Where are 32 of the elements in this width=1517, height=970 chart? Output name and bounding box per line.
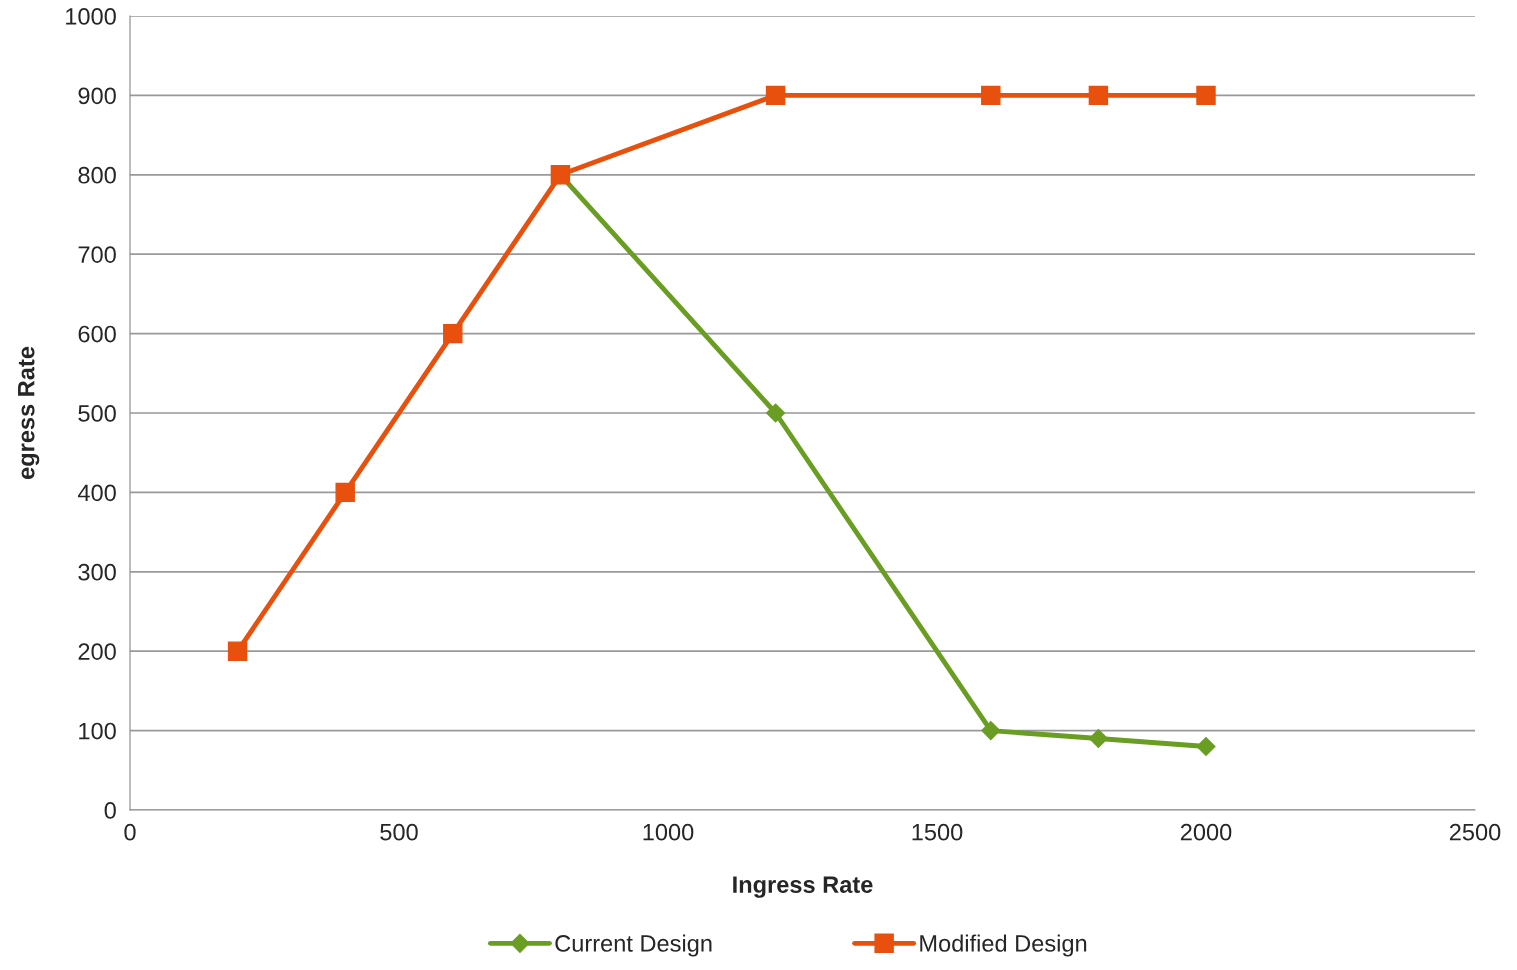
- point: [981, 721, 1001, 741]
- y-axis-title: egress Rate: [18, 346, 40, 480]
- legend-label: Modified Design: [920, 934, 1087, 957]
- point: [1088, 729, 1108, 749]
- point: [981, 85, 1001, 106]
- y-tick-label: 700: [78, 246, 116, 263]
- y-tick-label: 0: [104, 802, 116, 819]
- y-tick-label: 100: [79, 722, 116, 740]
- y-tick-label: 500: [78, 405, 116, 422]
- x-tick-label: 2500: [1449, 823, 1501, 841]
- y-tick-label: 400: [77, 484, 116, 502]
- point: [227, 641, 248, 661]
- y-tick-label: 800: [78, 166, 116, 184]
- point: [335, 482, 355, 503]
- x-axis-title: Ingress Rate: [733, 876, 873, 898]
- point: [1088, 85, 1109, 106]
- point: [766, 403, 786, 423]
- x-tick-label: 1500: [912, 823, 963, 841]
- point: [1196, 736, 1216, 757]
- x-tick-label: 500: [380, 823, 418, 841]
- x-tick-label: 2000: [1180, 823, 1232, 841]
- y-tick-label: 300: [78, 563, 116, 581]
- point: [1196, 85, 1216, 106]
- legend-label: Current Design: [555, 934, 712, 957]
- x-tick-label: 0: [124, 823, 136, 841]
- y-tick-label: 200: [78, 643, 116, 660]
- y-tick-label: 1000: [66, 8, 116, 25]
- y-tick-label: 900: [78, 87, 116, 105]
- y-tick-label: 600: [78, 325, 116, 343]
- x-tick-label: 1000: [643, 823, 694, 841]
- point: [443, 323, 463, 344]
- point: [765, 85, 786, 106]
